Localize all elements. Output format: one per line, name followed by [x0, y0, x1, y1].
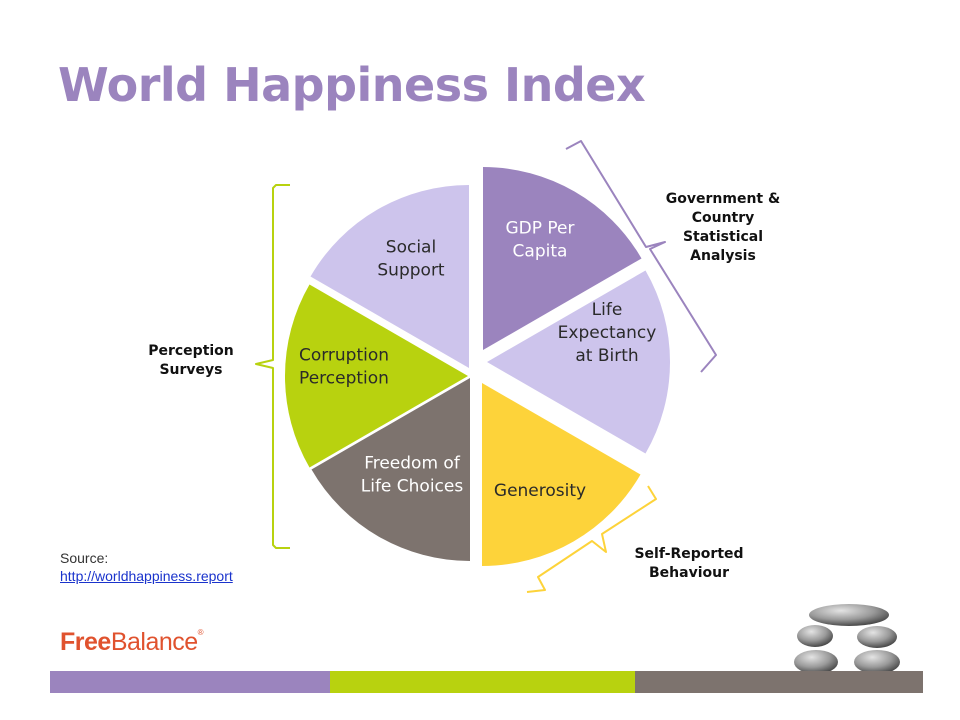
self-reported-bracket	[526, 485, 657, 593]
footer-bar-gray	[635, 671, 923, 693]
pie-segment-gdp	[483, 166, 642, 350]
logo-text-balance: Balance	[110, 628, 198, 656]
segment-label-life: Life Expectancy at Birth	[558, 300, 657, 366]
segment-label-gdp: GDP Per Capita	[505, 219, 574, 262]
stacked-stones-image	[794, 604, 900, 674]
pie-segment-generosity	[482, 383, 641, 566]
government-statistical-analysis-label: Government & Country Statistical Analysis	[665, 191, 781, 264]
freebalance-logo: FreeBalance®	[60, 628, 204, 657]
footer-bar-green	[330, 671, 635, 693]
pie-segment-freedom	[311, 378, 470, 561]
perception-bracket	[255, 184, 290, 549]
segment-label-corruption: Corruption Perception	[299, 346, 389, 389]
pie-segment-social	[310, 185, 469, 368]
self-reported-behaviour-label: Self-Reported Behaviour	[634, 546, 744, 581]
pie-segment-corruption	[284, 284, 468, 468]
source-label: Source:	[60, 550, 109, 566]
government-bracket	[565, 140, 717, 373]
pie-segment-life	[487, 270, 671, 454]
page-title: World Happiness Index	[58, 58, 646, 112]
segment-label-freedom: Freedom of Life Choices	[361, 454, 464, 497]
perception-surveys-label: Perception Surveys	[148, 343, 234, 378]
footer-bar-purple	[50, 671, 330, 693]
segment-label-generosity: Generosity	[494, 481, 586, 501]
source-note: Source: http://worldhappiness.report	[60, 549, 233, 585]
logo-text-free: Free	[60, 628, 111, 656]
segment-label-social: Social Support	[377, 238, 445, 281]
logo-registered-mark: ®	[197, 628, 204, 637]
source-link[interactable]: http://worldhappiness.report	[60, 568, 233, 584]
